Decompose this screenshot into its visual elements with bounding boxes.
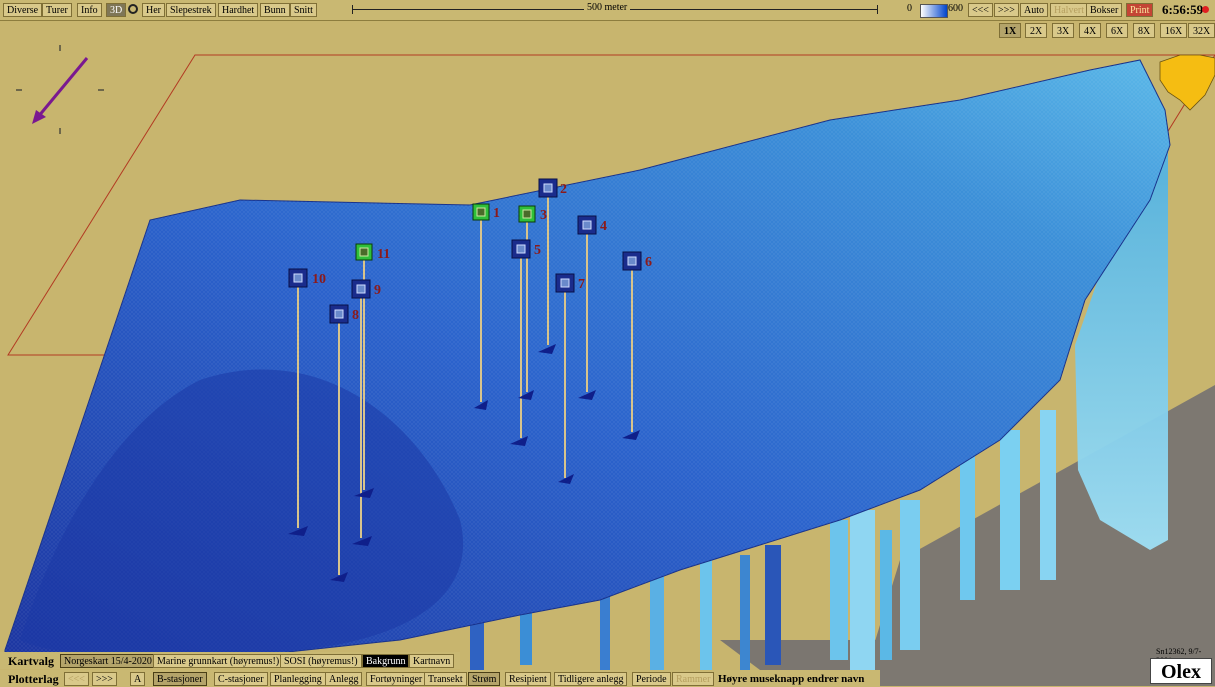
print-button[interactable]: Print (1126, 3, 1154, 17)
station-poles (297, 196, 633, 575)
depth-legend (920, 4, 948, 18)
compass-icon (16, 45, 104, 134)
map-norgeskart[interactable]: Norgeskart 15/4-2020 (60, 654, 156, 668)
station-marker-3[interactable] (518, 205, 536, 223)
station-label: 5 (534, 243, 541, 258)
zoom-16x[interactable]: 16X (1160, 23, 1188, 38)
zoom-8x[interactable]: 8X (1133, 23, 1156, 38)
station-label: 10 (312, 272, 326, 287)
menu-bunn[interactable]: Bunn (260, 3, 290, 17)
menu-her[interactable]: Her (142, 3, 165, 17)
station-label: 3 (540, 208, 547, 223)
menu-snitt[interactable]: Snitt (290, 3, 317, 17)
layer-forward-button[interactable]: >>> (92, 672, 117, 686)
station-marker-6[interactable] (622, 251, 642, 271)
zoom-1x[interactable]: 1X (999, 23, 1022, 38)
station-label: 9 (374, 283, 381, 298)
layer-planlegging[interactable]: Planlegging (270, 672, 326, 686)
zoom-3x[interactable]: 3X (1052, 23, 1075, 38)
menu-slepestrek[interactable]: Slepestrek (166, 3, 216, 17)
kartvalg-label: Kartvalg (8, 654, 54, 668)
menu-info[interactable]: Info (77, 3, 102, 17)
station-label: 7 (578, 277, 585, 292)
sun-icon (1202, 6, 1209, 13)
history-forward-button[interactable]: >>> (994, 3, 1019, 17)
orbit-icon[interactable] (128, 4, 138, 14)
menu-3d[interactable]: 3D (106, 3, 127, 17)
station-label: 6 (645, 255, 652, 270)
plotterlag-label: Plotterlag (8, 672, 59, 686)
kartvalg-bar: Kartvalg Norgeskart 15/4-2020 Marine gru… (0, 652, 460, 669)
clock: 6:56:59 (1162, 2, 1204, 17)
history-back-button[interactable]: <<< (968, 3, 993, 17)
station-marker-10[interactable] (288, 268, 308, 288)
station-marker-7[interactable] (555, 273, 575, 293)
top-toolbar: Diverse Turer Info 3D Her Slepestrek Har… (0, 0, 1215, 21)
menu-diverse[interactable]: Diverse (3, 3, 43, 17)
zoom-32x[interactable]: 32X (1188, 23, 1215, 38)
menu-hardhet[interactable]: Hardhet (218, 3, 259, 17)
layer-fortoyninger[interactable]: Fortøyninger (366, 672, 427, 686)
layer-c-stasjoner[interactable]: C-stasjoner (214, 672, 268, 686)
terrain-cliffs (470, 140, 1168, 670)
layer-rammer[interactable]: Rammer (672, 672, 715, 686)
zoom-6x[interactable]: 6X (1106, 23, 1129, 38)
depth-min-label: 0 (907, 3, 912, 14)
map-bakgrunn[interactable]: Bakgrunn (362, 654, 410, 668)
station-marker-5[interactable] (511, 239, 531, 259)
map-sosi[interactable]: SOSI (høyremus!) (280, 654, 362, 668)
station-footprints (288, 344, 640, 582)
layer-resipient[interactable]: Resipient (505, 672, 551, 686)
layer-anlegg[interactable]: Anlegg (325, 672, 363, 686)
layer-strom[interactable]: Strøm (468, 672, 501, 686)
station-marker-2[interactable] (538, 178, 558, 198)
station-marker-4[interactable] (577, 215, 597, 235)
station-label: 11 (377, 247, 390, 262)
land-polygon (1159, 54, 1215, 111)
zoom-4x[interactable]: 4X (1079, 23, 1102, 38)
station-label: 8 (352, 308, 359, 323)
plotterlag-bar: Plotterlag <<< >>> A B-stasjoner C-stasj… (0, 670, 880, 687)
scale-bar: 500 meter (352, 2, 878, 14)
auto-button[interactable]: Auto (1020, 3, 1048, 17)
station-label: 4 (600, 219, 607, 234)
menu-turer[interactable]: Turer (42, 3, 72, 17)
halfsize-button[interactable]: Halvert (1050, 3, 1088, 17)
layer-a[interactable]: A (130, 672, 146, 686)
scale-label: 500 meter (584, 2, 631, 13)
map-kartnavn[interactable]: Kartnavn (409, 654, 455, 668)
map-marine-grunnkart[interactable]: Marine grunnkart (høyremus!) (153, 654, 284, 668)
boxes-button[interactable]: Bokser (1086, 3, 1123, 17)
layer-periode[interactable]: Periode (632, 672, 671, 686)
layer-tidligere-anlegg[interactable]: Tidligere anlegg (554, 672, 628, 686)
depth-max-label: 600 (948, 3, 963, 14)
station-label: 1 (493, 206, 500, 221)
deep-basin (20, 369, 464, 657)
station-marker-8[interactable] (329, 304, 349, 324)
station-marker-1[interactable] (472, 203, 490, 221)
layer-transekt[interactable]: Transekt (424, 672, 467, 686)
station-marker-11[interactable] (355, 243, 373, 261)
station-marker-9[interactable] (351, 279, 371, 299)
station-label: 2 (560, 182, 567, 197)
layer-b-stasjoner[interactable]: B-stasjoner (153, 672, 207, 686)
hint-text: Høyre museknapp endrer navn (718, 673, 865, 685)
layer-back-button[interactable]: <<< (64, 672, 89, 686)
olex-logo: Olex (1150, 658, 1212, 684)
zoom-2x[interactable]: 2X (1025, 23, 1048, 38)
